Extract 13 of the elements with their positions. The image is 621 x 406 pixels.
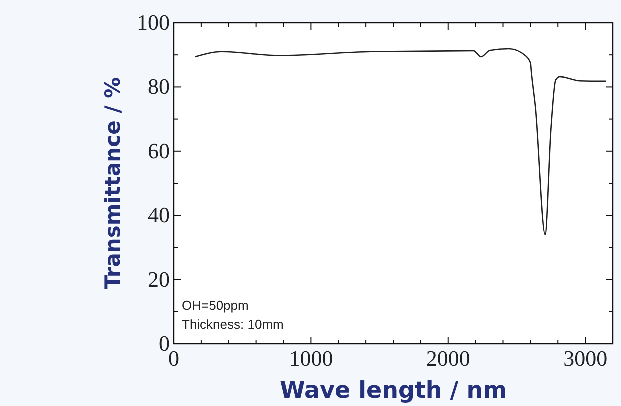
y-tick-label: 20: [148, 266, 170, 292]
x-tick-label: 1000: [289, 346, 334, 371]
y-tick-label: 80: [148, 74, 170, 100]
line-series: [194, 48, 608, 236]
y-tick-label: 40: [148, 202, 170, 228]
y-tick-label: 100: [137, 10, 170, 35]
annotation: OH=50ppm: [182, 298, 249, 313]
x-axis-title: Wave length / nm: [280, 378, 508, 404]
y-axis-title: Transmittance / %: [101, 77, 125, 290]
x-tick-label: 3000: [564, 346, 608, 371]
y-tick-label: 60: [148, 138, 170, 164]
annotation: Thickness: 10mm: [182, 317, 284, 332]
x-tick-label: 2000: [426, 346, 470, 371]
